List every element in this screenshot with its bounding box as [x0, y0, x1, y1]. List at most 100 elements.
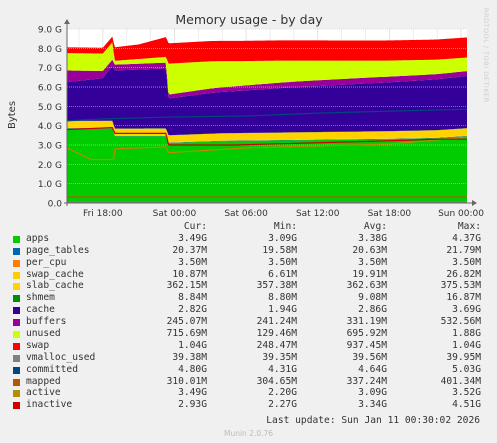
legend-name: vmalloc_used — [26, 351, 96, 363]
legend-max: 3.50M — [452, 256, 481, 268]
legend-row-page-tables: page_tables 20.37M 19.58M 20.63M 21.79M — [10, 245, 490, 257]
legend-row-cache: cache 2.82G 1.94G 2.86G 3.69G — [10, 304, 490, 316]
legend-avg: 337.24M — [346, 375, 387, 387]
legend-row-shmem: shmem 8.84M 8.80M 9.08M 16.87M — [10, 292, 490, 304]
legend-row-active: active 3.49G 2.20G 3.09G 3.52G — [10, 387, 490, 399]
chart-title: Memory usage - by day — [175, 12, 323, 27]
legend-row-apps: apps 3.49G 3.09G 3.38G 4.37G — [10, 233, 490, 245]
legend-max: 532.56M — [440, 316, 481, 328]
legend-swatch — [13, 342, 20, 350]
legend-min: 39.35M — [262, 351, 297, 363]
legend-avg: 937.45M — [346, 339, 387, 351]
legend-avg: 4.64G — [358, 363, 387, 375]
y-tick-label: 0.0 — [48, 200, 63, 210]
x-axis-arrow — [472, 200, 477, 206]
legend-avg: 331.19M — [346, 316, 387, 328]
legend-min: 3.09G — [268, 232, 297, 244]
legend-row-unused: unused 715.69M 129.46M 695.92M 1.88G — [10, 328, 490, 340]
area-swap-cache — [67, 127, 467, 143]
y-axis-label: Bytes — [7, 101, 18, 129]
legend-name: apps — [26, 232, 50, 244]
x-tick-label: Sat 18:00 — [368, 209, 412, 219]
legend-name: committed — [26, 363, 78, 375]
x-tick-label: Fri 18:00 — [83, 209, 123, 219]
x-tick-labels: Fri 18:00 Sat 00:00 Sat 06:00 Sat 12:00 Sat … — [83, 209, 484, 219]
y-tick-label: 1.0 G — [38, 180, 62, 190]
legend-swatch — [13, 247, 20, 255]
legend-row-mapped: mapped 310.01M 304.65M 337.24M 401.34M — [10, 376, 490, 388]
area-unused — [67, 42, 467, 95]
legend-avg: 9.08M — [358, 292, 387, 304]
legend-swatch — [13, 283, 20, 291]
area-swap — [67, 36, 467, 64]
y-tick-label: 6.0 G — [38, 84, 62, 94]
legend-cur: 3.49G — [178, 387, 207, 399]
legend-rows: apps 3.49G 3.09G 3.38G 4.37G page_tables 20.37… — [10, 233, 490, 411]
legend-cur: 3.49G — [178, 232, 207, 244]
legend-swatch — [13, 390, 20, 398]
legend-max: 39.95M — [446, 351, 481, 363]
memory-chart: Memory usage - by day Bytes 0.0 1.0 G 2.0 … — [7, 12, 484, 219]
legend-cur: 310.01M — [166, 375, 207, 387]
legend-name: slab_cache — [26, 280, 84, 292]
rrdtool-watermark: RRDTOOL / TOBI OETIKER — [482, 8, 490, 103]
legend-cur: 245.07M — [166, 316, 207, 328]
legend-min: 357.38M — [256, 280, 297, 292]
legend-max: 1.88G — [452, 328, 481, 340]
legend-min: 129.46M — [256, 328, 297, 340]
legend-max: 375.53M — [440, 280, 481, 292]
legend-max: 401.34M — [440, 375, 481, 387]
legend-max: 21.79M — [446, 244, 481, 256]
legend-min: 2.20G — [268, 387, 297, 399]
legend-max: 3.52G — [452, 387, 481, 399]
legend-max: 1.04G — [452, 339, 481, 351]
stacked-areas — [67, 36, 467, 203]
legend-avg: 3.34G — [358, 399, 387, 411]
legend-name: unused — [26, 328, 61, 340]
legend-cur: 1.04G — [178, 339, 207, 351]
legend-swatch — [13, 319, 20, 327]
legend-swatch — [13, 235, 20, 243]
legend-swatch — [13, 378, 20, 386]
legend-max: 16.87M — [446, 292, 481, 304]
last-update: Last update: Sun Jan 11 00:30:02 2026 — [266, 415, 480, 426]
legend-name: mapped — [26, 375, 61, 387]
legend-row-vmalloc-used: vmalloc_used 39.38M 39.35M 39.56M 39.95M — [10, 352, 490, 364]
legend-cur: 10.87M — [172, 268, 207, 280]
legend-min: 304.65M — [256, 375, 297, 387]
line-committed — [66, 108, 468, 122]
y-tick-label: 7.0 G — [38, 64, 62, 74]
line-active — [66, 136, 468, 161]
legend-max: 4.51G — [452, 399, 481, 411]
legend-header: Cur: Min: Avg: Max: — [10, 221, 490, 233]
legend-max: 3.69G — [452, 304, 481, 316]
legend-min: 241.24M — [256, 316, 297, 328]
y-tick-label: 4.0 G — [38, 122, 62, 132]
y-tick-labels: 0.0 1.0 G 2.0 G 3.0 G 4.0 G 5.0 G 6.0 G 7.0 G 8.… — [38, 26, 62, 210]
legend-cur: 715.69M — [166, 328, 207, 340]
legend-avg: 20.63M — [352, 244, 387, 256]
legend-cur: 39.38M — [172, 351, 207, 363]
y-tick-label: 2.0 G — [38, 161, 62, 171]
legend-name: buffers — [26, 316, 67, 328]
y-tick-label: 9.0 G — [38, 26, 62, 36]
legend-min: 248.47M — [256, 339, 297, 351]
legend-avg: 3.09G — [358, 387, 387, 399]
legend-max: 26.82M — [446, 268, 481, 280]
legend-name: cache — [26, 304, 55, 316]
y-axis-arrow — [64, 19, 70, 24]
legend-header-max: Max: — [457, 221, 481, 232]
legend-row-per-cpu: per_cpu 3.50M 3.50M 3.50M 3.50M — [10, 257, 490, 269]
legend-cur: 4.80G — [178, 363, 207, 375]
legend-swatch — [13, 366, 20, 374]
x-tick-label: Sun 00:00 — [438, 209, 484, 219]
legend-row-committed: committed 4.80G 4.31G 4.64G 5.03G — [10, 364, 490, 376]
legend-avg: 2.86G — [358, 304, 387, 316]
legend-row-inactive: inactive 2.93G 2.27G 3.34G 4.51G — [10, 399, 490, 411]
legend-min: 2.27G — [268, 399, 297, 411]
legend-name: per_cpu — [26, 256, 67, 268]
munin-version: Munin 2.0.76 — [223, 429, 274, 438]
horizontal-gridlines — [67, 28, 467, 185]
area-page-tables — [67, 128, 467, 144]
legend-min: 4.31G — [268, 363, 297, 375]
